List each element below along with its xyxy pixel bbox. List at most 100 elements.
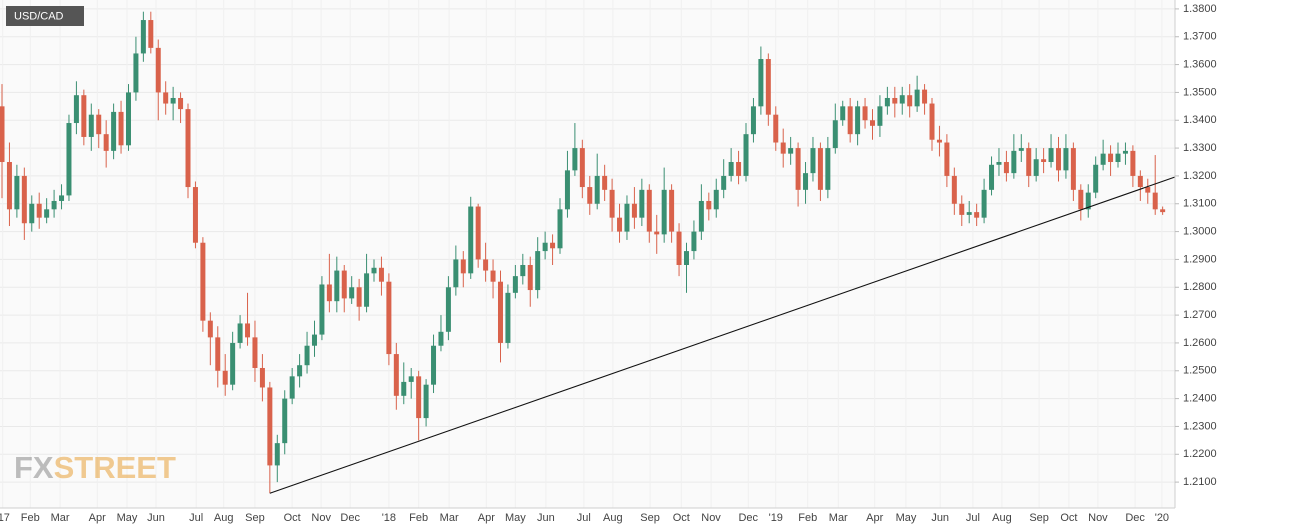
- candle-body: [721, 175, 727, 190]
- candle-body: [974, 212, 980, 218]
- candle-body: [1041, 159, 1047, 163]
- candle-body: [393, 354, 399, 396]
- x-tick-label: '17: [0, 512, 10, 524]
- candle-body: [282, 398, 288, 444]
- candle-body: [230, 342, 236, 385]
- candle-body: [192, 187, 198, 243]
- candle-body: [103, 134, 109, 151]
- x-tick-label: '19: [769, 512, 783, 524]
- candle-body: [817, 148, 823, 190]
- candle-body: [356, 287, 362, 307]
- candle-body: [453, 259, 459, 288]
- candle-body: [527, 264, 533, 291]
- x-tick-label: Feb: [798, 512, 817, 524]
- candle-body: [51, 200, 57, 210]
- candle-body: [378, 267, 384, 282]
- watermark-fx: FX: [14, 450, 54, 485]
- x-tick-label: Mar: [440, 512, 459, 524]
- candle-body: [468, 206, 474, 274]
- candle-body: [133, 53, 139, 93]
- candle-body: [698, 200, 704, 232]
- x-tick-label: Aug: [214, 512, 234, 524]
- candle-body: [713, 189, 719, 210]
- candle-body: [475, 206, 481, 260]
- x-tick-label: May: [117, 512, 138, 524]
- candle-body: [1108, 153, 1114, 163]
- candle-body: [862, 106, 868, 121]
- candle-body: [460, 259, 466, 274]
- candle-body: [125, 92, 131, 146]
- candle-body: [661, 189, 667, 235]
- candle-body: [14, 175, 20, 210]
- candle-body: [795, 148, 801, 190]
- plot-background: [0, 0, 1175, 508]
- candle-body: [788, 148, 794, 154]
- candle-body: [252, 337, 258, 368]
- y-tick-label: 1.3300: [1183, 142, 1217, 154]
- candle-body: [892, 97, 898, 104]
- x-tick-label: Sep: [245, 512, 265, 524]
- candle-body: [73, 95, 79, 124]
- candle-body: [594, 175, 600, 204]
- candle-body: [297, 365, 303, 377]
- candle-body: [29, 203, 35, 224]
- candle-body: [304, 345, 310, 366]
- grid: [0, 8, 1175, 483]
- candle-body: [0, 106, 5, 163]
- candle-body: [624, 203, 630, 232]
- candle-body: [572, 148, 578, 171]
- candle-body: [111, 111, 117, 151]
- x-tick-label: Oct: [284, 512, 301, 524]
- candle-body: [96, 114, 102, 135]
- candle-body: [326, 284, 332, 302]
- x-tick-label: Nov: [701, 512, 721, 524]
- x-tick-label: Apr: [89, 512, 106, 524]
- y-tick-label: 1.2500: [1183, 365, 1217, 377]
- y-tick-label: 1.3100: [1183, 198, 1217, 210]
- candle-body: [155, 47, 161, 93]
- x-tick-label: Dec: [340, 512, 360, 524]
- x-tick-label: Nov: [1088, 512, 1108, 524]
- candle-body: [505, 292, 511, 343]
- candle-body: [140, 20, 146, 54]
- candle-body: [765, 59, 771, 115]
- candle-body: [245, 323, 251, 338]
- candle-body: [1026, 148, 1032, 176]
- candle-body: [416, 376, 422, 419]
- candle-body: [1063, 148, 1069, 171]
- candle-body: [676, 231, 682, 265]
- candle-body: [445, 287, 451, 332]
- y-tick-label: 1.3700: [1183, 31, 1217, 43]
- candle-body: [1085, 192, 1091, 210]
- candle-body: [170, 97, 176, 104]
- candle-body: [587, 187, 593, 204]
- y-tick-label: 1.2900: [1183, 253, 1217, 265]
- x-tick-label: Jul: [966, 512, 980, 524]
- candle-body: [803, 173, 809, 190]
- candle-body: [550, 242, 556, 249]
- candle-body: [1011, 150, 1017, 174]
- candle-body: [1145, 187, 1151, 193]
- candle-body: [847, 106, 853, 135]
- candle-body: [274, 443, 280, 466]
- candle-body: [237, 323, 243, 343]
- y-tick-label: 1.2700: [1183, 309, 1217, 321]
- candle-body: [750, 106, 756, 135]
- x-tick-label: Jul: [577, 512, 591, 524]
- y-tick-label: 1.3400: [1183, 114, 1217, 126]
- candle-body: [36, 203, 42, 218]
- candle-body: [691, 231, 697, 252]
- x-tick-label: Mar: [51, 512, 70, 524]
- candle-body: [877, 106, 883, 126]
- candle-body: [602, 175, 608, 190]
- candle-body: [631, 203, 637, 218]
- candle-body: [289, 376, 295, 399]
- candle-body: [497, 281, 503, 343]
- candle-body: [364, 273, 370, 307]
- watermark: FXSTREET: [14, 450, 176, 485]
- candle-body: [743, 134, 749, 176]
- candle-body: [341, 270, 347, 299]
- x-tick-label: May: [505, 512, 526, 524]
